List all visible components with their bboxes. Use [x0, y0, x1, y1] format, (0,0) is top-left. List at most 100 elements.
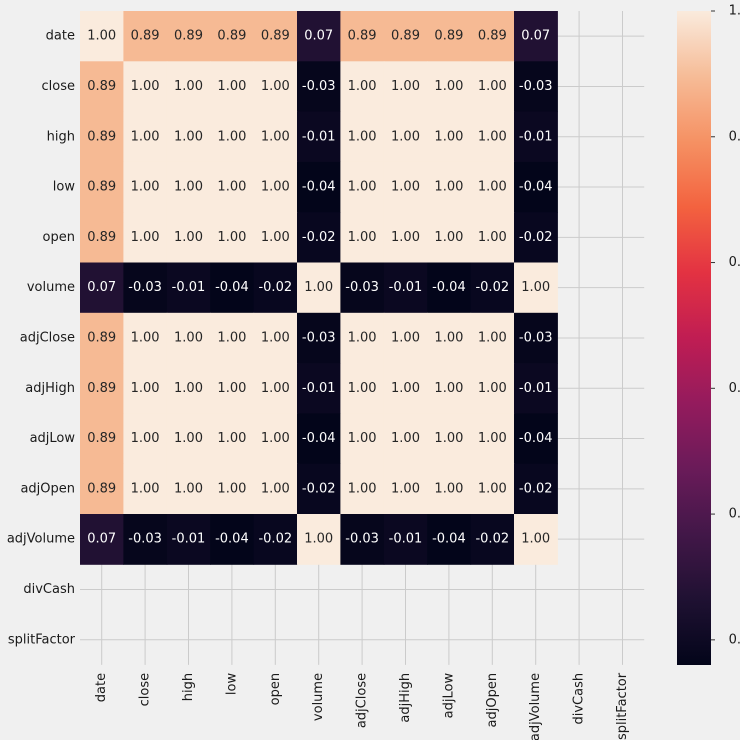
cell-value-label: -0.04: [215, 280, 249, 295]
cell-value-label: 1.00: [391, 180, 420, 195]
heatmap-cell: [427, 262, 472, 314]
cell-value-label: -0.02: [475, 280, 509, 295]
cell-value-label: 1.00: [174, 330, 203, 345]
heatmap-cell: [253, 363, 298, 414]
heatmap-cell: [427, 61, 472, 113]
heatmap-cell: [253, 413, 298, 465]
heatmap-cell: [470, 161, 515, 213]
cell-value-label: -0.01: [389, 532, 423, 547]
cell-value-label: -0.01: [519, 129, 553, 144]
heatmap-cell: [166, 212, 211, 263]
cell-value-label: -0.02: [519, 481, 553, 496]
x-tick-label: adjLow: [441, 673, 456, 719]
heatmap-cell: [297, 413, 341, 465]
cell-value-label: 1.00: [478, 481, 507, 496]
heatmap-cell: [210, 463, 255, 515]
cell-value-label: 0.89: [174, 29, 203, 44]
y-tick-label: low: [53, 180, 76, 195]
heatmap-cell: [210, 312, 255, 364]
cell-value-label: -0.03: [345, 532, 379, 547]
heatmap-cell: [383, 312, 428, 364]
y-tick-label: open: [43, 230, 75, 245]
heatmap-cell: [383, 514, 428, 565]
heatmap-cell: [427, 111, 472, 163]
cell-value-label: 0.07: [87, 280, 116, 295]
heatmap-cell: [470, 514, 515, 565]
heatmap-cell: [80, 463, 124, 515]
cell-value-label: 0.89: [348, 29, 377, 44]
cell-value-label: -0.02: [519, 230, 553, 245]
heatmap-cell: [166, 312, 211, 364]
heatmap-cell: [340, 363, 385, 414]
cell-value-label: 1.00: [261, 79, 290, 94]
heatmap-cell: [383, 363, 428, 414]
cell-value-label: -0.02: [258, 532, 292, 547]
heatmap-cell: [80, 413, 124, 465]
cell-value-label: 1.00: [217, 79, 246, 94]
cell-value-label: -0.04: [519, 180, 553, 195]
cell-value-label: 1.00: [434, 481, 463, 496]
cell-value-label: 1.00: [261, 381, 290, 396]
cell-value-label: 0.89: [87, 431, 116, 446]
cell-value-label: 1.00: [478, 129, 507, 144]
heatmap-cell: [427, 363, 472, 414]
cell-value-label: 1.00: [131, 481, 160, 496]
heatmap-cell: [166, 262, 211, 314]
heatmap-cell: [253, 161, 298, 213]
x-tick-label: adjClose: [355, 673, 370, 728]
cell-value-label: 1.00: [261, 431, 290, 446]
cell-value-label: -0.03: [128, 280, 162, 295]
y-tick-label: adjClose: [20, 330, 75, 345]
heatmap-cell: [210, 514, 255, 565]
cell-value-label: 1.00: [261, 180, 290, 195]
cell-value-label: 1.00: [131, 431, 160, 446]
cell-value-label: 0.89: [131, 29, 160, 44]
heatmap-cell: [340, 161, 385, 213]
cell-value-label: 0.89: [87, 330, 116, 345]
cell-value-label: -0.03: [302, 79, 336, 94]
y-tick-label: adjLow: [30, 431, 76, 446]
cell-value-label: 1.00: [434, 431, 463, 446]
cell-value-label: 0.89: [87, 381, 116, 396]
cell-value-label: 1.00: [131, 381, 160, 396]
cell-value-label: 1.00: [261, 330, 290, 345]
x-tick-label: divCash: [572, 673, 587, 725]
cell-value-label: -0.01: [389, 280, 423, 295]
heatmap-cell: [427, 514, 472, 565]
cell-value-label: 1.00: [348, 431, 377, 446]
heatmap-cell: [123, 312, 168, 364]
y-tick-label: high: [47, 129, 75, 144]
heatmap-cell: [383, 413, 428, 465]
cell-value-label: 1.00: [217, 481, 246, 496]
cell-value-label: 1.00: [521, 532, 550, 547]
cell-value-label: 1.00: [434, 381, 463, 396]
cell-value-label: 1.00: [478, 230, 507, 245]
cell-value-label: -0.04: [519, 431, 553, 446]
cell-value-label: 1.00: [391, 129, 420, 144]
heatmap-cell: [340, 262, 385, 314]
cell-value-label: -0.02: [258, 280, 292, 295]
heatmap-cell: [514, 61, 558, 113]
heatmap-cell: [210, 11, 255, 62]
heatmap-cell: [383, 61, 428, 113]
cell-value-label: -0.01: [172, 280, 206, 295]
cell-value-label: 1.00: [348, 180, 377, 195]
heatmap-cell: [340, 413, 385, 465]
heatmap-cell: [514, 463, 558, 515]
heatmap-cell: [383, 11, 428, 62]
heatmap-cell: [427, 161, 472, 213]
x-tick-label: date: [94, 673, 109, 702]
cell-value-label: 1.00: [174, 230, 203, 245]
heatmap-cell: [340, 11, 385, 62]
cell-value-label: -0.04: [302, 180, 336, 195]
colorbar-tick-label: 0.0: [729, 632, 740, 647]
x-tick-label: splitFactor: [615, 672, 630, 740]
cell-value-label: 1.00: [391, 330, 420, 345]
cell-value-label: 0.07: [304, 29, 333, 44]
colorbar-tick-label: 0.2: [729, 507, 740, 522]
cell-value-label: 1.00: [478, 381, 507, 396]
heatmap-cell: [210, 111, 255, 163]
cell-value-label: 1.00: [217, 129, 246, 144]
heatmap-cell: [514, 262, 558, 314]
